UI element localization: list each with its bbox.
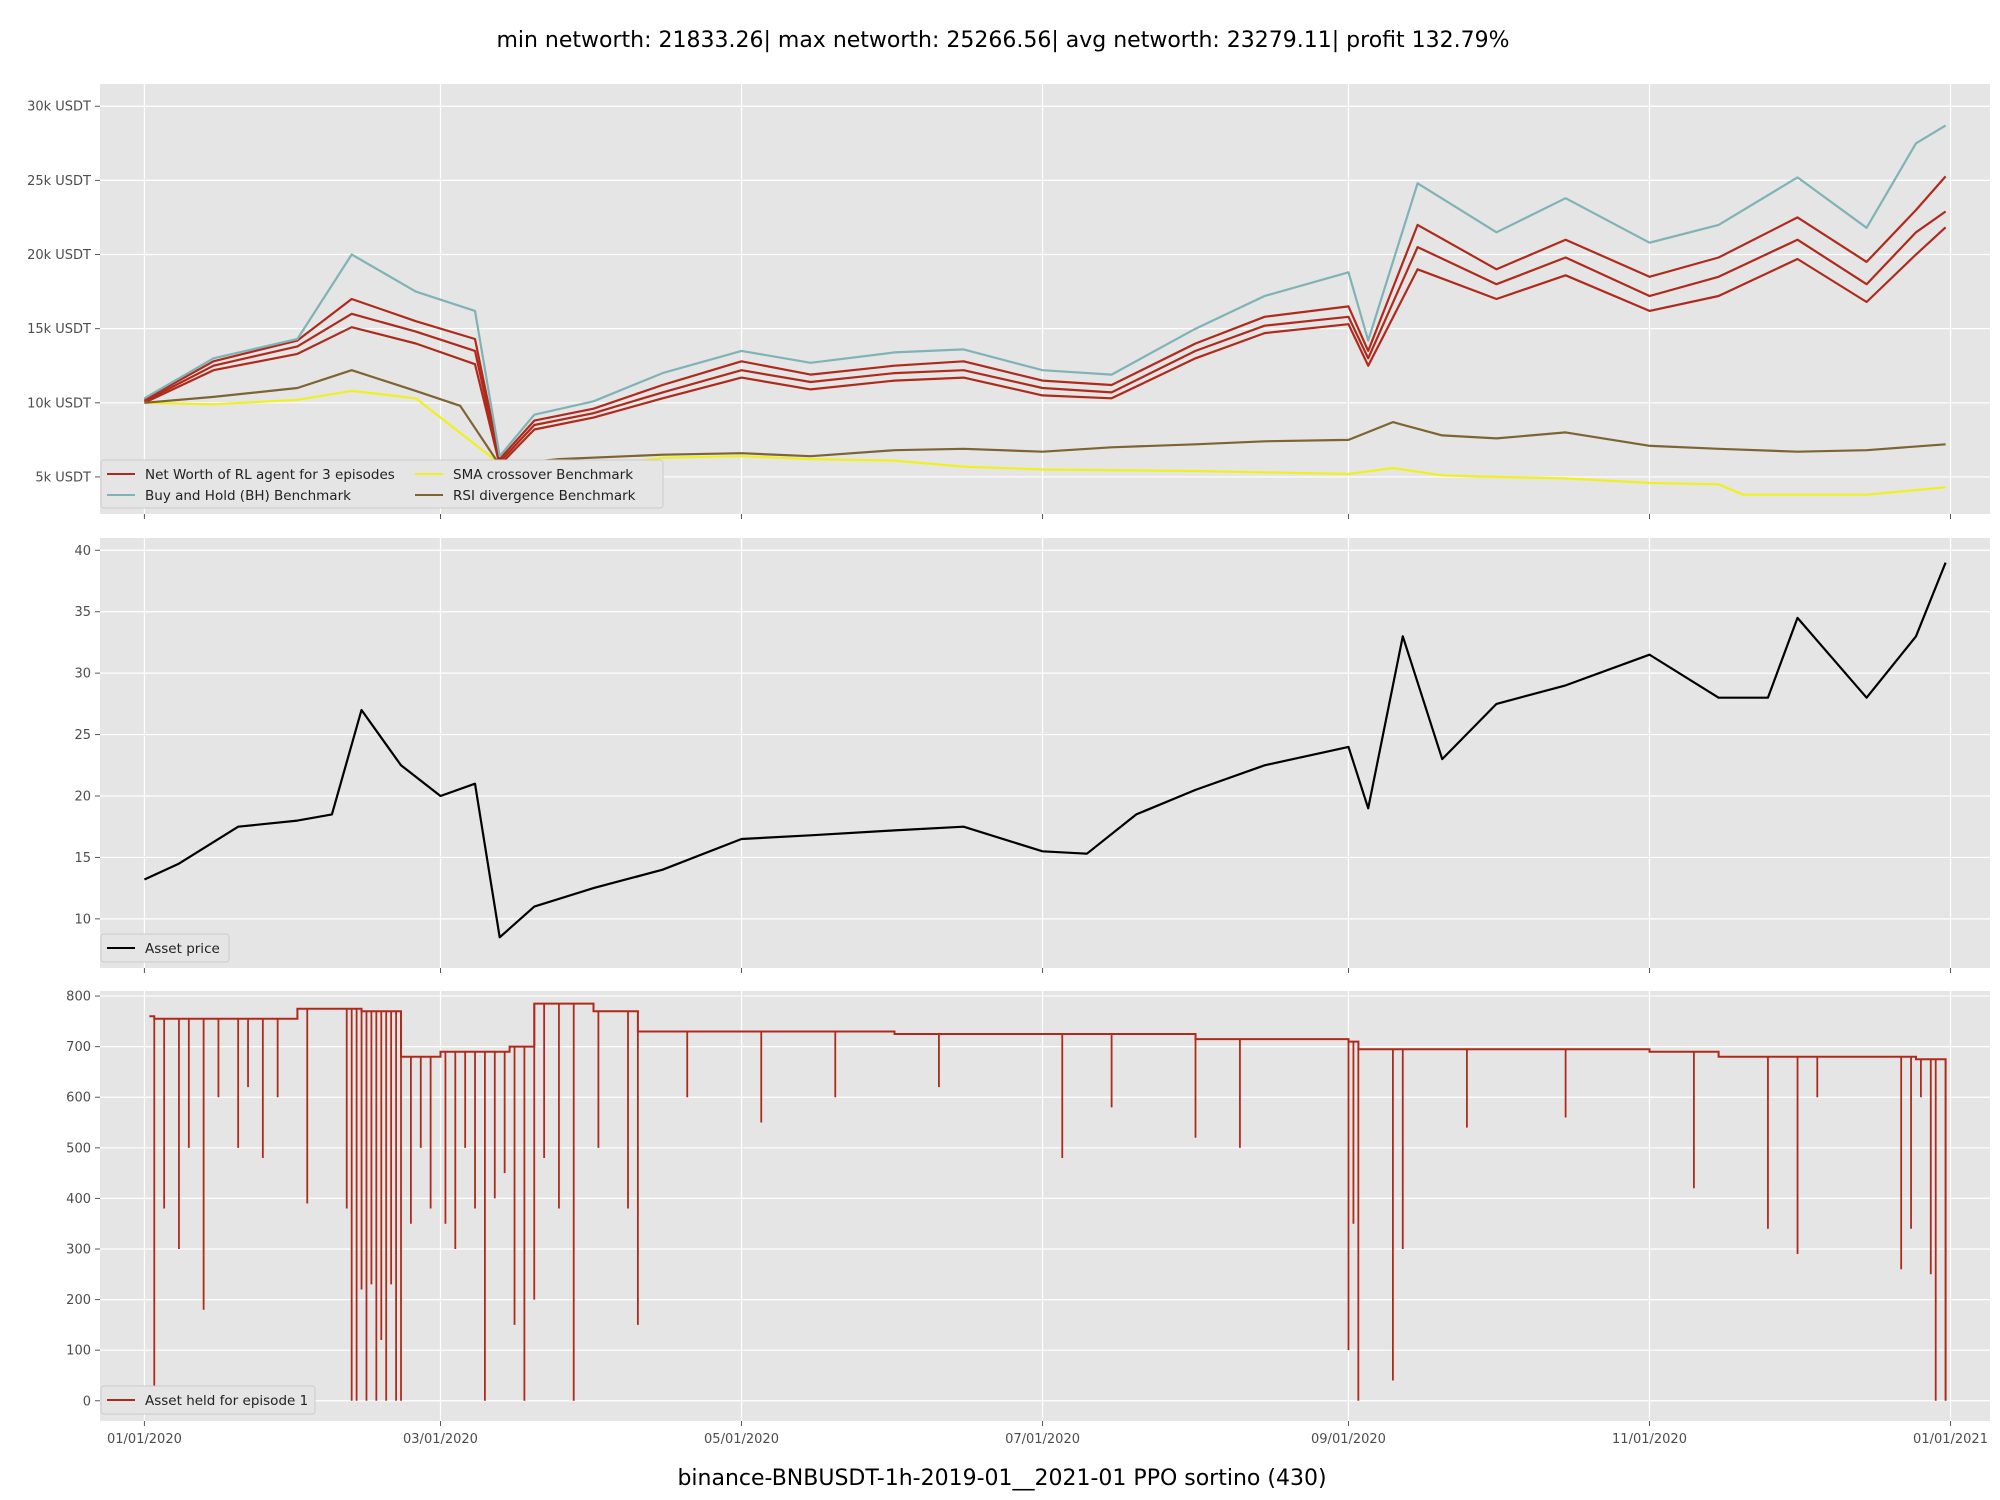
y-tick-label: 800	[66, 990, 91, 1005]
panel-price-y-grid	[100, 549, 1990, 920]
panel-price: 10 15 20 25 30 35 40 Asset price	[74, 538, 1990, 973]
panel-price-x-grid	[143, 538, 1952, 968]
y-tick-label: 400	[66, 1192, 91, 1207]
panel-held-background	[100, 991, 1990, 1421]
panel-held: 0 100 200 300 400 500 600 700 800 01/01/2020 03/0…	[66, 990, 1990, 1447]
networth-legend-box	[100, 459, 664, 509]
y-tick-label: 15	[74, 851, 91, 866]
panel-price-y-ticks: 10 15 20 25 30 35 40	[74, 544, 100, 927]
y-tick-label: 10	[74, 912, 91, 927]
y-tick-label: 600	[66, 1091, 91, 1106]
x-tick-label: 07/01/2020	[1005, 1432, 1080, 1447]
legend-label-bh: Buy and Hold (BH) Benchmark	[145, 488, 351, 504]
y-tick-label: 100	[66, 1344, 91, 1359]
series-line-0-1	[143, 210, 1947, 464]
series-line-0-3	[143, 124, 1947, 458]
held-legend: Asset held for episode 1	[100, 1385, 316, 1415]
legend-label-networth: Net Worth of RL agent for 3 episodes	[145, 467, 395, 483]
y-tick-label: 35	[74, 605, 91, 620]
x-tick-label: 11/01/2020	[1612, 1432, 1687, 1447]
panel-price-x-ticks	[143, 968, 1952, 973]
x-tick-label: 01/01/2021	[1913, 1432, 1988, 1447]
y-tick-label: 20	[74, 790, 91, 805]
series-line-0-0	[143, 175, 1947, 461]
y-tick-label: 700	[66, 1040, 91, 1055]
panel-price-series	[143, 562, 1947, 939]
panel-networth-background	[100, 84, 1990, 514]
y-tick-label: 10k USDT	[27, 396, 91, 411]
panel-networth-series	[143, 124, 1947, 496]
figure-suptitle: min networth: 21833.26| max networth: 25…	[496, 28, 1509, 53]
series-line-1-0	[143, 562, 1947, 939]
networth-legend: Net Worth of RL agent for 3 episodes SMA…	[100, 459, 664, 509]
y-tick-label: 30	[74, 667, 91, 682]
panel-networth: 5k USDT 10k USDT 15k USDT 20k USDT 25k USDT 3…	[27, 84, 1990, 519]
x-tick-label: 03/01/2020	[403, 1432, 478, 1447]
y-tick-label: 300	[66, 1243, 91, 1258]
panel-held-y-grid	[100, 995, 1990, 1402]
y-tick-label: 15k USDT	[27, 322, 91, 337]
panel-held-x-ticks: 01/01/2020 03/01/2020 05/01/2020 07/01/2020…	[107, 1421, 1988, 1447]
x-tick-label: 05/01/2020	[704, 1432, 779, 1447]
series-line-0-5	[144, 369, 1946, 467]
x-tick-label: 01/01/2020	[107, 1432, 182, 1447]
legend-label-rsi: RSI divergence Benchmark	[453, 488, 636, 504]
figure-xlabel: binance-BNBUSDT-1h-2019-01__2021-01 PPO …	[677, 1466, 1326, 1491]
x-tick-label: 09/01/2020	[1311, 1432, 1386, 1447]
legend-label-sma: SMA crossover Benchmark	[453, 467, 633, 483]
series-line-0-2	[143, 226, 1947, 467]
y-tick-label: 500	[66, 1141, 91, 1156]
held-baseline	[149, 1002, 1947, 1401]
panel-price-background	[100, 538, 1990, 968]
panel-held-series	[149, 1002, 1947, 1401]
panel-held-y-ticks: 0 100 200 300 400 500 600 700 800	[66, 990, 100, 1409]
y-tick-label: 5k USDT	[35, 470, 91, 485]
y-tick-label: 25k USDT	[27, 174, 91, 189]
legend-label-held: Asset held for episode 1	[145, 1393, 308, 1409]
y-tick-label: 200	[66, 1293, 91, 1308]
y-tick-label: 40	[74, 544, 91, 559]
price-legend-box	[100, 933, 230, 963]
price-legend: Asset price	[100, 933, 230, 963]
held-legend-box	[100, 1385, 316, 1415]
y-tick-label: 0	[83, 1394, 91, 1409]
y-tick-label: 20k USDT	[27, 248, 91, 263]
panel-networth-y-ticks: 5k USDT 10k USDT 15k USDT 20k USDT 25k USDT 3…	[27, 100, 100, 485]
panel-networth-x-ticks	[143, 514, 1952, 519]
legend-label-price: Asset price	[145, 941, 220, 957]
y-tick-label: 30k USDT	[27, 100, 91, 115]
y-tick-label: 25	[74, 728, 91, 743]
series-line-0-4	[144, 389, 1946, 496]
